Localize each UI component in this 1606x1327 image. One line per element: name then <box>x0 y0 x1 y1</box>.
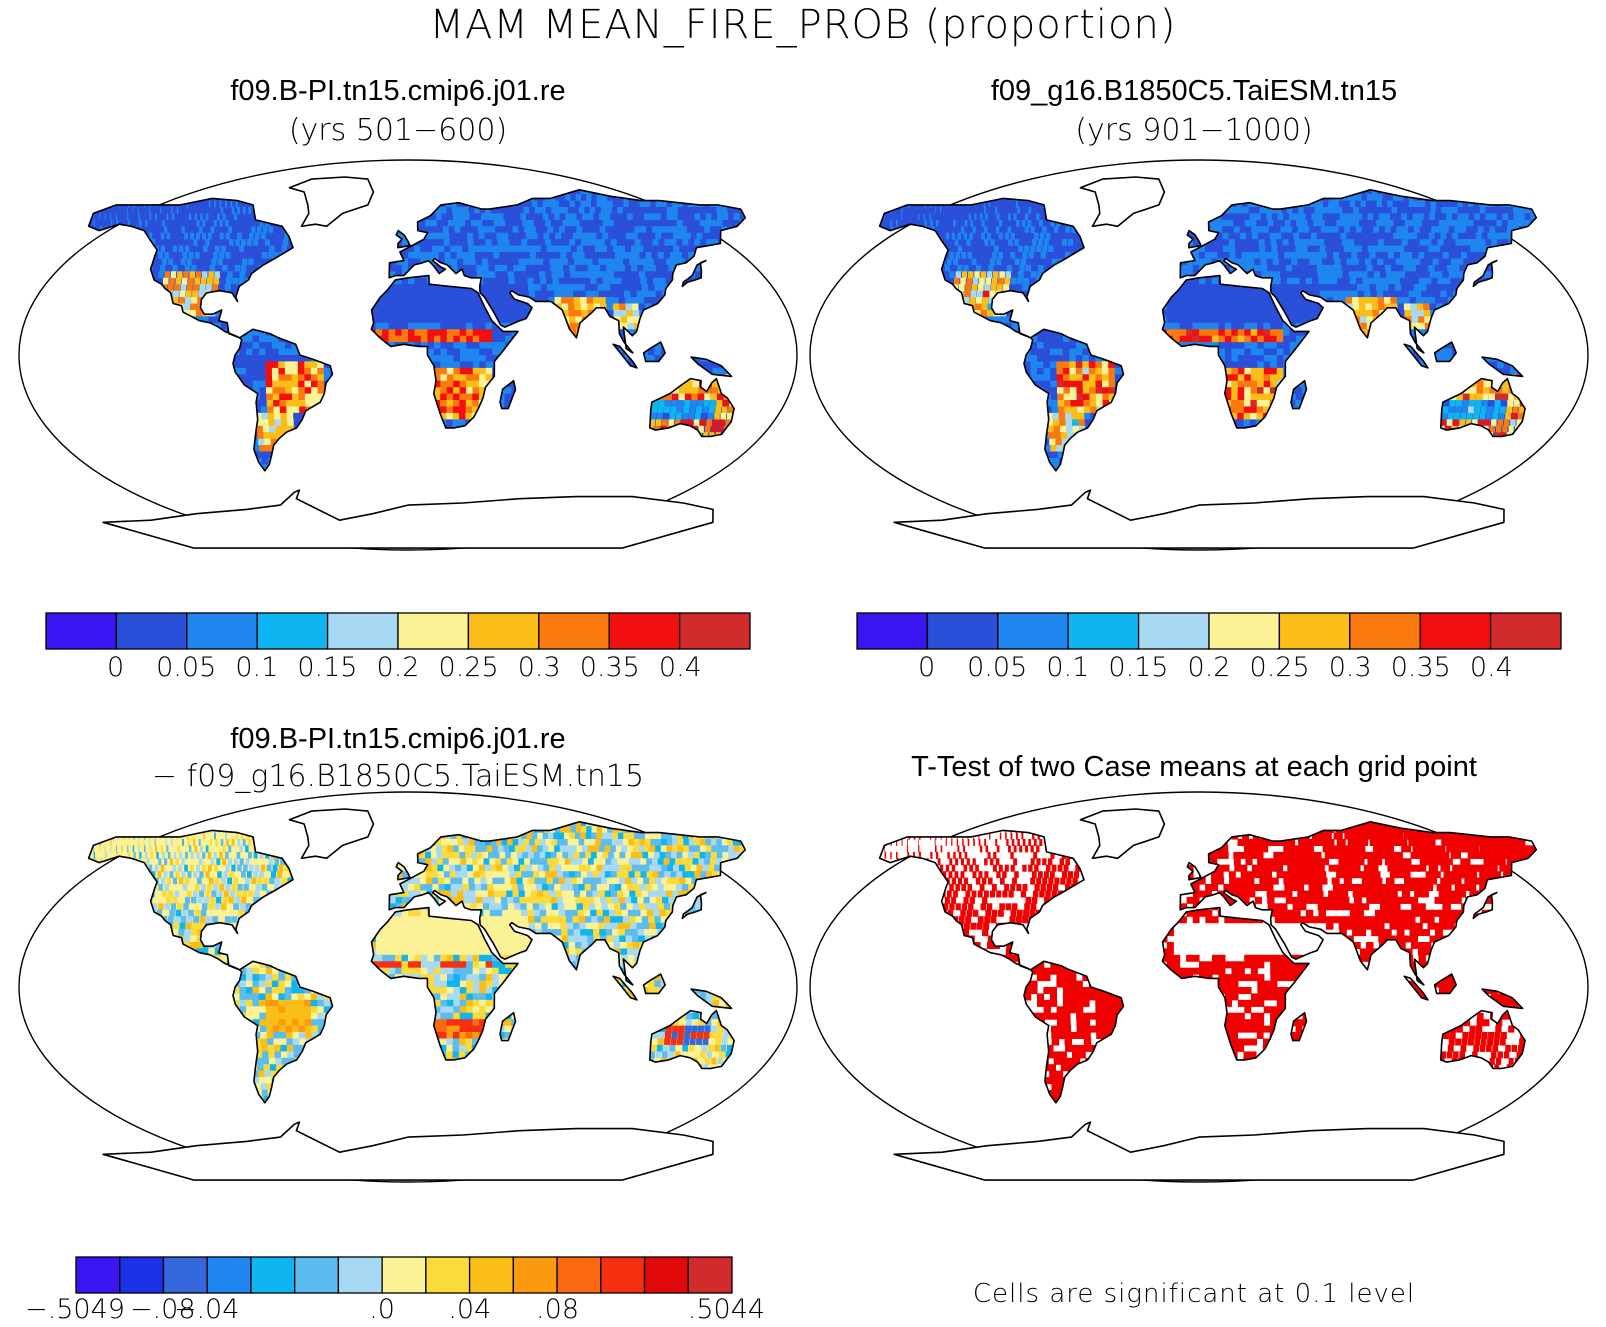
colorbar-swatch <box>256 612 329 650</box>
panel-title-bottom-right: T-Test of two Case means at each grid po… <box>796 750 1592 784</box>
colorbar-tick-label: 0.4 <box>659 652 702 683</box>
significance-footnote: Cells are significant at 0.1 level <box>796 1279 1592 1309</box>
panel-title-bottom-left: f09.B-PI.tn15.cmip6.j01.re <box>0 722 796 756</box>
colorbar-tick-label: 0 <box>107 652 124 683</box>
colorbar-swatch <box>468 1256 514 1294</box>
landmass-greenland <box>289 177 374 227</box>
landmass-greenland <box>1080 809 1165 859</box>
landmass-antarctica <box>894 490 1504 549</box>
colorbar-tick-label: .08 <box>536 1294 579 1325</box>
colorbar-tick-label: 0.3 <box>1329 652 1372 683</box>
colorbar-tick-label: 0.05 <box>967 652 1027 683</box>
colorbar-swatch <box>397 612 470 650</box>
colorbar-swatch <box>115 612 188 650</box>
colorbar-swatch <box>1419 612 1492 650</box>
coastlines <box>87 176 747 549</box>
colorbar-swatch <box>45 612 118 650</box>
colorbar-swatch <box>678 612 751 650</box>
colorbar-top-right <box>856 612 1562 650</box>
map-bottom-left <box>18 791 798 1183</box>
landmass-greenland <box>1080 177 1165 227</box>
colorbar-swatch <box>687 1256 733 1294</box>
colorbar-swatch <box>467 612 540 650</box>
colorbar-labels-top-right: 0 0.05 0.1 0.15 0.2 0.25 0.3 0.35 0.4 <box>856 652 1562 688</box>
figure-title: MAM MEAN_FIRE_PROB (proportion) <box>0 2 1606 48</box>
colorbar-swatch <box>556 1256 602 1294</box>
colorbar-tick-label: 0.4 <box>1470 652 1513 683</box>
colorbar-tick-label: 0.35 <box>580 652 640 683</box>
colorbar-labels-bottom-left: −.5049 −.08 −.04 .0 .04 .08 .5044 <box>25 1294 765 1327</box>
panel-subtitle-bottom-left: − f09_g16.B1850C5.TaiESM.tn15 <box>0 758 796 796</box>
colorbar-tick-label: 0.25 <box>1250 652 1310 683</box>
colorbar-swatch <box>186 612 258 650</box>
colorbar-swatch <box>337 1256 383 1294</box>
coastlines <box>878 808 1538 1181</box>
colorbar-swatch <box>1137 612 1210 650</box>
colorbar-tick-label: 0.2 <box>1188 652 1231 683</box>
panel-subtitle-top-left: (yrs 501−600) <box>0 112 796 150</box>
colorbar-swatch <box>425 1256 471 1294</box>
colorbar-top-left <box>45 612 751 650</box>
colorbar-swatch <box>926 612 999 650</box>
colorbar-tick-label: 0.25 <box>439 652 499 683</box>
colorbar-swatch <box>326 612 399 650</box>
colorbar-swatch <box>538 612 610 650</box>
colorbar-tick-label: 0.1 <box>235 652 278 683</box>
colorbar-swatch <box>206 1256 252 1294</box>
colorbar-swatch <box>600 1256 646 1294</box>
colorbar-bottom-left <box>75 1256 733 1294</box>
colorbar-swatch <box>250 1256 296 1294</box>
colorbar-swatch <box>1349 612 1421 650</box>
colorbar-swatch <box>1067 612 1140 650</box>
colorbar-tick-label: 0 <box>918 652 935 683</box>
colorbar-swatch <box>997 612 1069 650</box>
landmass-arabiaFill <box>1271 920 1324 960</box>
landmass-antarctica <box>894 1122 1504 1181</box>
colorbar-swatch <box>1489 612 1562 650</box>
colorbar-tick-label: .04 <box>448 1294 491 1325</box>
colorbar-swatch <box>643 1256 689 1294</box>
colorbar-tick-label: .0 <box>369 1294 395 1325</box>
colorbar-tick-label: 0.05 <box>156 652 216 683</box>
colorbar-swatch <box>162 1256 208 1294</box>
colorbar-tick-label: 0.3 <box>518 652 561 683</box>
colorbar-tick-label: 0.35 <box>1391 652 1451 683</box>
colorbar-tick-label: −.04 <box>174 1294 240 1325</box>
colorbar-tick-label: 0.2 <box>377 652 420 683</box>
panel-title-top-left: f09.B-PI.tn15.cmip6.j01.re <box>0 74 796 108</box>
landmass-greenland <box>289 809 374 859</box>
colorbar-tick-label: −.08 <box>130 1294 196 1325</box>
colorbar-swatch <box>294 1256 340 1294</box>
landmass-antarctica <box>103 490 714 549</box>
colorbar-swatch <box>856 612 929 650</box>
colorbar-tick-label: 0.15 <box>297 652 357 683</box>
colorbar-swatch <box>75 1256 121 1294</box>
coastlines <box>878 176 1538 549</box>
map-top-right <box>809 159 1589 551</box>
landmass-antarctica <box>103 1122 714 1181</box>
colorbar-swatch <box>1208 612 1281 650</box>
colorbar-swatch <box>381 1256 427 1294</box>
colorbar-swatch <box>512 1256 558 1294</box>
colorbar-swatch <box>1278 612 1351 650</box>
colorbar-tick-label: −.5049 <box>25 1294 125 1325</box>
colorbar-swatch <box>119 1256 165 1294</box>
panel-subtitle-top-right: (yrs 901−1000) <box>796 112 1592 150</box>
colorbar-tick-label: 0.15 <box>1108 652 1168 683</box>
colorbar-tick-label: .5044 <box>688 1294 765 1325</box>
colorbar-swatch <box>608 612 681 650</box>
colorbar-labels-top-left: 0 0.05 0.1 0.15 0.2 0.25 0.3 0.35 0.4 <box>45 652 751 688</box>
colorbar-tick-label: 0.1 <box>1046 652 1089 683</box>
map-top-left <box>18 159 798 551</box>
panel-title-top-right: f09_g16.B1850C5.TaiESM.tn15 <box>796 74 1592 108</box>
coastlines <box>87 808 747 1181</box>
map-bottom-right <box>809 791 1589 1183</box>
